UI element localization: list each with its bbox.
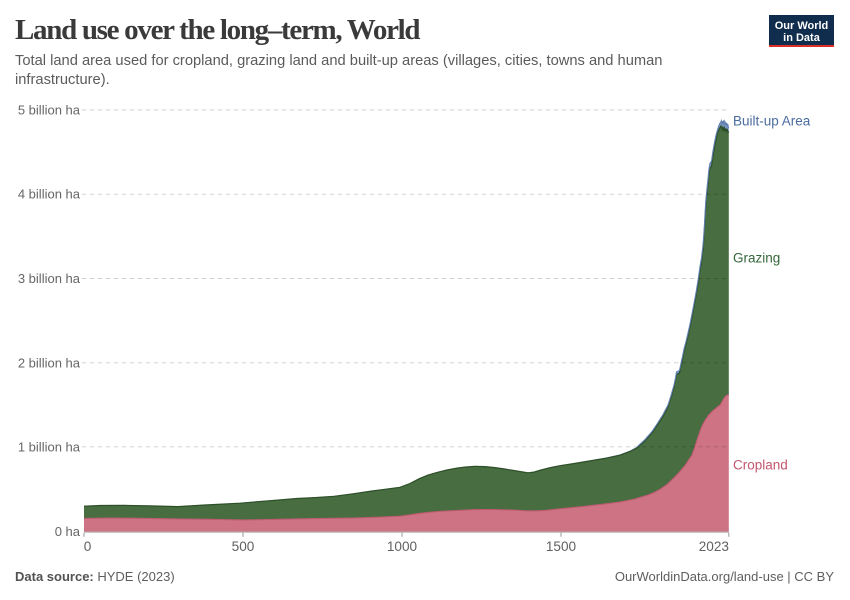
svg-text:Cropland: Cropland <box>733 457 788 472</box>
svg-text:0: 0 <box>84 539 92 554</box>
svg-text:1 billion ha: 1 billion ha <box>18 439 81 454</box>
svg-text:0 ha: 0 ha <box>55 524 81 539</box>
svg-text:1000: 1000 <box>387 539 418 554</box>
svg-text:Grazing: Grazing <box>733 250 780 265</box>
svg-text:2 billion ha: 2 billion ha <box>18 355 81 370</box>
svg-text:2023: 2023 <box>699 539 729 554</box>
svg-text:1500: 1500 <box>546 539 577 554</box>
svg-text:3 billion ha: 3 billion ha <box>18 271 81 286</box>
svg-text:4 billion ha: 4 billion ha <box>18 187 81 202</box>
svg-text:500: 500 <box>232 539 255 554</box>
svg-text:Built-up Area: Built-up Area <box>733 114 811 129</box>
svg-text:5 billion ha: 5 billion ha <box>18 103 81 118</box>
